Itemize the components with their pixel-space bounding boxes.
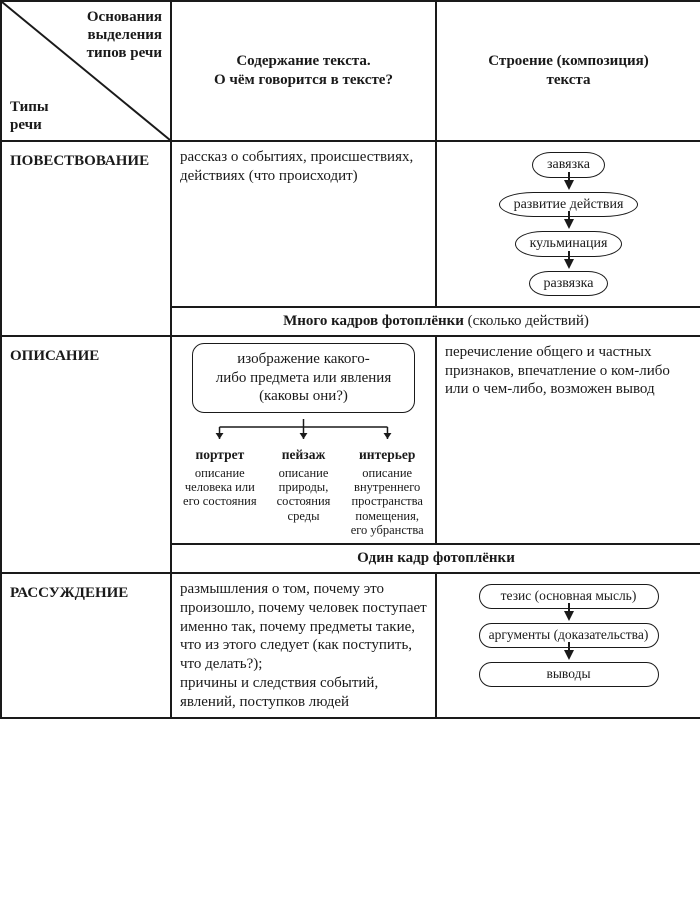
banner-bold: Много кадров фотоплёнки	[283, 313, 464, 329]
reasoning-structure: тезис (основная мысль) аргументы (доказа…	[436, 573, 700, 718]
description-structure: перечисление общего и част­ных признаков…	[436, 336, 700, 545]
tree-col-portrait: портрет описание человека или его состоя…	[180, 447, 260, 537]
description-banner-cell: Один кадр фотоплёнки	[171, 544, 700, 573]
tree-col-landscape: пейзаж описание природы, состояния среды	[264, 447, 344, 537]
narration-banner: Много кадров фотоплёнки (сколько действи…	[172, 308, 700, 335]
reasoning-content: размышления о том, почему это произошло,…	[171, 573, 436, 718]
table-header-row: Основания выделения типов речи Типы речи…	[1, 1, 700, 141]
tree-text: описание природы, состояния среды	[264, 466, 344, 524]
column-content-header: Содержание текста. О чём говорится в тек…	[171, 1, 436, 141]
tree-connector-icon	[180, 419, 427, 447]
desc-box-line: (каковы они?)	[203, 387, 403, 406]
arrow-down-icon	[564, 259, 574, 269]
narration-structure: завязка развитие действия кульминация ра…	[436, 141, 700, 307]
tree-title: пейзаж	[264, 447, 344, 463]
column-structure-header: Строение (композиция) текста	[436, 1, 700, 141]
row-narration: ПОВЕСТВОВАНИЕ рассказ о событиях, происш…	[1, 141, 700, 307]
row-description: ОПИСАНИЕ изображение какого- либо предме…	[1, 336, 700, 545]
reasoning-content-text: размышления о том, почему это произошло,…	[180, 581, 427, 710]
tree-columns: портрет описание человека или его состоя…	[180, 447, 427, 537]
arrow-down-icon	[564, 611, 574, 621]
tree-text: описание внутреннего простран­ства поме­…	[347, 466, 427, 538]
tree-title: портрет	[180, 447, 260, 463]
row-description-name: ОПИСАНИЕ	[1, 336, 171, 573]
reasoning-flow: тезис (основная мысль) аргументы (доказа…	[445, 580, 692, 691]
arrow-down-icon	[564, 650, 574, 660]
header-basis-label: Основания выделения типов речи	[87, 8, 162, 62]
tree-title: интерьер	[347, 447, 427, 463]
row-reasoning: РАССУЖДЕНИЕ размышления о том, почему эт…	[1, 573, 700, 718]
header-diagonal-cell: Основания выделения типов речи Типы речи	[1, 1, 171, 141]
narration-banner-cell: Много кадров фотоплёнки (сколько действи…	[171, 307, 700, 336]
arrow-down-icon	[564, 219, 574, 229]
flow-node: развязка	[529, 271, 609, 297]
description-box: изображение какого- либо предмета или яв…	[192, 343, 414, 413]
flow-node: выводы	[479, 662, 659, 687]
description-banner: Один кадр фотоплёнки	[172, 545, 700, 572]
types-of-speech-table: Основания выделения типов речи Типы речи…	[0, 0, 700, 719]
description-tree: портрет описание человека или его состоя…	[180, 419, 427, 537]
row-reasoning-name: РАССУЖДЕНИЕ	[1, 573, 171, 718]
banner-rest: (сколько действий)	[464, 313, 589, 329]
arrow-down-icon	[564, 180, 574, 190]
narration-content: рассказ о событиях, происшествиях, дейст…	[171, 141, 436, 307]
narration-flow: завязка развитие действия кульминация ра…	[445, 148, 692, 300]
tree-col-interior: интерьер описание внутреннего простран­с…	[347, 447, 427, 537]
header-types-label: Типы речи	[10, 98, 49, 134]
tree-text: описание человека или его состояния	[180, 466, 260, 509]
row-narration-name: ПОВЕСТВОВАНИЕ	[1, 141, 171, 336]
desc-box-line: изображение какого-	[203, 350, 403, 369]
description-content: изображение какого- либо предмета или яв…	[171, 336, 436, 545]
desc-box-line: либо предмета или явления	[203, 369, 403, 388]
